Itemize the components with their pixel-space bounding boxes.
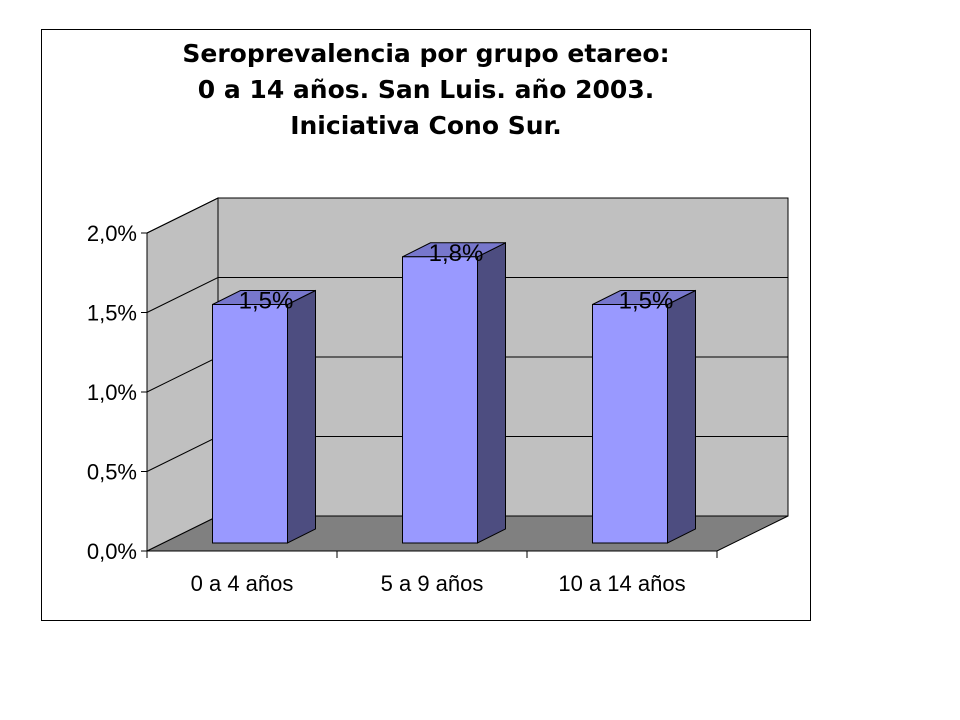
y-tick-label: 0,5%: [87, 460, 137, 485]
x-tick-label: 10 a 14 años: [558, 571, 685, 596]
bar: [592, 304, 668, 544]
y-tick-label: 1,5%: [87, 301, 137, 326]
y-tick-label: 0,0%: [87, 539, 137, 564]
y-tick-label: 1,0%: [87, 380, 137, 405]
y-gridline: [146, 197, 788, 234]
bar: [212, 304, 288, 544]
bar-side: [477, 241, 506, 544]
data-label: 1,5%: [619, 288, 674, 315]
chart-title: Seroprevalencia por grupo etareo: 0 a 14…: [41, 36, 811, 144]
y-gridline: [146, 277, 788, 313]
data-label: 1,8%: [429, 240, 484, 267]
bar-side: [667, 289, 696, 544]
y-tick-label: 2,0%: [87, 221, 137, 246]
bar-side: [287, 289, 316, 544]
chart-title-line: 0 a 14 años. San Luis. año 2003.: [197, 75, 655, 104]
x-tick-label: 0 a 4 años: [191, 571, 294, 596]
x-tick-label: 5 a 9 años: [381, 571, 484, 596]
data-label: 1,5%: [239, 288, 294, 315]
bar: [402, 256, 478, 544]
chart-title-line: Iniciativa Cono Sur.: [290, 111, 562, 140]
chart-title-line: Seroprevalencia por grupo etareo:: [182, 39, 670, 68]
